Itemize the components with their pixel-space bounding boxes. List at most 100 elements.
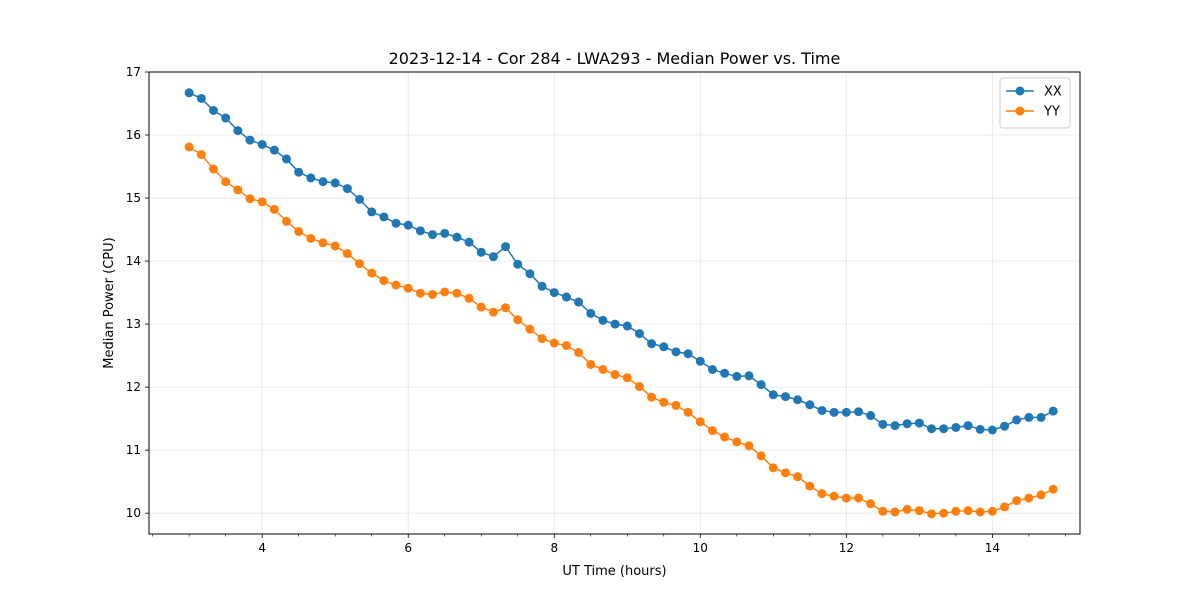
- series-yy-point: [318, 238, 328, 248]
- series-xx-point: [1000, 421, 1010, 431]
- legend-xx-label: XX: [1044, 85, 1062, 100]
- series-xx-point: [391, 218, 401, 228]
- series-xx-point: [464, 237, 474, 247]
- series-yy-point: [963, 506, 973, 516]
- series-xx-point: [208, 105, 218, 115]
- series-xx-point: [683, 349, 693, 359]
- series-xx-point: [221, 113, 231, 123]
- series-yy-point: [914, 506, 924, 516]
- series-xx-point: [586, 308, 596, 318]
- series-xx-point: [951, 422, 961, 432]
- x-tick-label: 8: [550, 541, 558, 555]
- series-xx-point: [598, 315, 608, 325]
- series-xx-point: [294, 167, 304, 177]
- series-yy-point: [1000, 502, 1010, 512]
- series-yy-point: [464, 293, 474, 303]
- series-yy-point: [1048, 484, 1058, 494]
- series-yy-point: [793, 472, 803, 482]
- series-yy-point: [403, 283, 413, 293]
- series-yy-point: [598, 365, 608, 374]
- y-tick-label: 10: [126, 506, 141, 520]
- series-yy-point: [622, 373, 632, 383]
- series-yy-point: [208, 164, 218, 174]
- series-yy-point: [732, 437, 742, 447]
- series-xx-point: [805, 400, 815, 410]
- series-xx-point: [428, 230, 438, 240]
- series-yy-point: [939, 508, 949, 518]
- series-yy-point: [1024, 493, 1034, 503]
- series-xx-point: [781, 392, 791, 402]
- series-xx-point: [720, 368, 730, 378]
- series-yy-point: [355, 259, 365, 269]
- x-tick-label: 12: [839, 541, 854, 555]
- series-xx-point: [476, 247, 486, 257]
- x-axis-label: UT Time (hours): [562, 564, 666, 579]
- series-xx-point: [342, 184, 352, 194]
- series-yy-point: [440, 287, 450, 297]
- series-xx-point: [939, 424, 949, 434]
- series-xx-point: [513, 259, 523, 269]
- series-yy-point: [683, 407, 693, 417]
- series-xx-point: [610, 319, 620, 329]
- series-yy-point: [269, 204, 279, 214]
- plot-frame: [148, 71, 1081, 535]
- series-xx-point: [306, 173, 316, 183]
- series-yy-point: [987, 506, 997, 516]
- legend-xx-marker: [1015, 86, 1025, 96]
- series-xx-point: [975, 424, 985, 434]
- series-yy-point: [902, 504, 912, 514]
- series-yy-point: [634, 382, 644, 392]
- series-yy-point: [452, 288, 462, 298]
- series-yy-point: [294, 226, 304, 236]
- legend: XX YY: [999, 77, 1071, 129]
- series-yy-point: [476, 302, 486, 312]
- series-xx-point: [987, 425, 997, 435]
- series-xx-point: [841, 407, 851, 417]
- series-xx-point: [914, 418, 924, 428]
- series-xx-point: [488, 252, 498, 262]
- series-yy-point: [513, 315, 523, 325]
- series-yy-point: [671, 400, 681, 410]
- series-yy-point: [866, 499, 876, 509]
- series-xx-point: [707, 365, 717, 374]
- series-yy-point: [525, 324, 535, 334]
- series-yy-point: [1036, 490, 1046, 500]
- series-xx-point: [622, 321, 632, 331]
- series-yy-point: [720, 432, 730, 442]
- series-yy-point: [975, 507, 985, 517]
- series-xx-point: [330, 178, 340, 188]
- series-yy-point: [951, 506, 961, 516]
- series-xx-point: [829, 407, 839, 417]
- series-yy-point: [829, 491, 839, 501]
- series-xx-point: [671, 347, 681, 357]
- y-tick-label: 17: [126, 65, 141, 79]
- series-xx-point: [817, 405, 827, 415]
- x-tick-label: 6: [404, 541, 412, 555]
- chart-title: 2023-12-14 - Cor 284 - LWA293 - Median P…: [389, 49, 841, 68]
- legend-yy-label: YY: [1043, 105, 1060, 120]
- series-yy-point: [586, 359, 596, 369]
- series-yy-point: [184, 142, 194, 152]
- series-yy-point: [306, 233, 316, 243]
- series-xx-point: [561, 292, 571, 302]
- series-xx-point: [355, 194, 365, 204]
- series-yy-point: [781, 468, 791, 478]
- series-xx-point: [379, 212, 389, 222]
- series-yy-point: [501, 303, 511, 313]
- series-yy-point: [561, 341, 571, 351]
- series-yy-point: [890, 507, 900, 517]
- series-yy-point: [659, 397, 669, 407]
- series-yy-point: [768, 463, 778, 473]
- series-yy-point: [537, 334, 547, 344]
- series-yy-point: [1012, 496, 1022, 506]
- series-yy-point: [415, 288, 425, 298]
- series-xx-point: [695, 356, 705, 366]
- series-yy-point: [342, 249, 352, 259]
- series-xx-point: [501, 242, 511, 252]
- series-xx-point: [452, 232, 462, 242]
- y-axis-label: Median Power (CPU): [102, 237, 117, 368]
- series-xx-point: [768, 390, 778, 400]
- series-xx-point: [902, 419, 912, 429]
- series-xx-point: [403, 220, 413, 230]
